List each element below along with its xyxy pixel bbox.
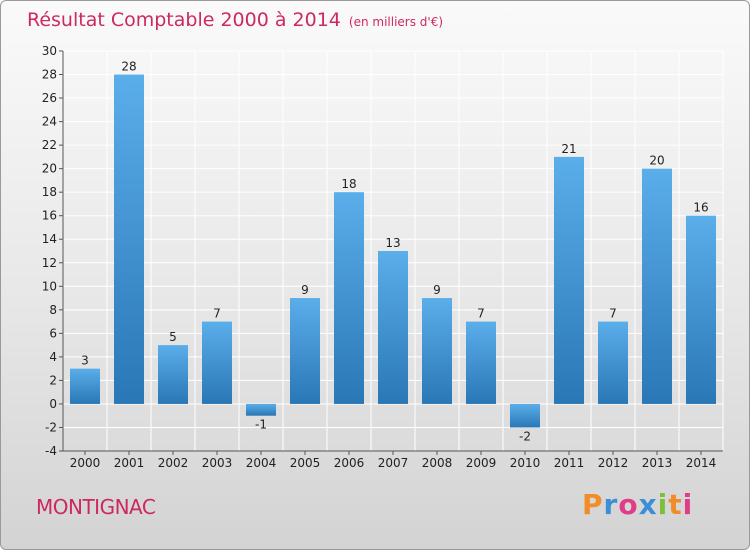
logo-letter: t	[668, 488, 683, 521]
y-tick-label: 28	[42, 68, 57, 82]
y-tick-label: 4	[49, 350, 57, 364]
chart-unit: (en milliers d'€)	[348, 15, 444, 29]
bar-2006	[334, 192, 364, 404]
commune-name: MONTIGNAC	[36, 495, 156, 519]
logo-letter: x	[638, 488, 658, 521]
y-tick-label: 2	[49, 373, 57, 387]
x-tick-label-2006: 2006	[334, 456, 365, 470]
x-tick-label-2003: 2003	[202, 456, 233, 470]
x-tick-label-2010: 2010	[510, 456, 541, 470]
bar-2000	[70, 368, 100, 404]
x-tick-label-2014: 2014	[686, 456, 717, 470]
value-label-2007: 13	[385, 236, 400, 250]
bar-2011	[554, 156, 584, 404]
y-tick-label: 26	[42, 91, 57, 105]
bars	[70, 74, 716, 428]
x-tick-label-2002: 2002	[158, 456, 189, 470]
bar-2003	[202, 321, 232, 404]
value-label-2008: 9	[433, 283, 441, 297]
x-tick-label-2000: 2000	[70, 456, 101, 470]
bar-2004	[246, 403, 276, 416]
value-label-2012: 7	[609, 307, 617, 321]
value-label-2011: 21	[561, 142, 576, 156]
bar-2010	[510, 403, 540, 428]
y-tick-label: 14	[42, 232, 57, 246]
x-tick-label-2008: 2008	[422, 456, 453, 470]
bar-2012	[598, 321, 628, 404]
y-tick-label: -4	[45, 444, 57, 458]
value-label-2003: 7	[213, 307, 221, 321]
value-label-2004: -1	[255, 418, 267, 432]
bar-2005	[290, 298, 320, 404]
labels: -4-2024681012141618202224262830320002820…	[42, 44, 717, 470]
x-tick-label-2013: 2013	[642, 456, 673, 470]
logo-letter: i	[682, 488, 694, 521]
value-label-2013: 20	[649, 154, 664, 168]
value-label-2005: 9	[301, 283, 309, 297]
bar-2014	[686, 215, 716, 404]
logo-letter: P	[582, 488, 604, 521]
bar-2007	[378, 251, 408, 404]
logo-letter: i	[657, 488, 669, 521]
y-tick-label: 0	[49, 397, 57, 411]
value-label-2010: -2	[519, 429, 531, 443]
value-label-2006: 18	[341, 177, 356, 191]
bar-2002	[158, 345, 188, 404]
proxiti-logo: Proxiti	[582, 488, 693, 521]
y-tick-label: 8	[49, 303, 57, 317]
bar-2013	[642, 168, 672, 404]
chart-title: Résultat Comptable 2000 à 2014 (en millie…	[27, 9, 443, 31]
value-label-2002: 5	[169, 330, 177, 344]
chart-title-text: Résultat Comptable 2000 à 2014	[27, 9, 341, 31]
value-label-2014: 16	[693, 201, 708, 215]
y-tick-label: 16	[42, 209, 57, 223]
value-label-2001: 28	[121, 60, 136, 74]
grid-lines	[62, 50, 724, 452]
x-tick-label-2001: 2001	[114, 456, 145, 470]
y-tick-label: 18	[42, 185, 57, 199]
y-tick-label: 30	[42, 44, 57, 58]
y-tick-label: 24	[42, 115, 57, 129]
axes	[59, 50, 723, 455]
bar-2001	[114, 74, 144, 404]
x-tick-label-2007: 2007	[378, 456, 409, 470]
y-tick-label: 22	[42, 138, 57, 152]
y-tick-label: 10	[42, 279, 57, 293]
x-tick-label-2009: 2009	[466, 456, 497, 470]
logo-letter: o	[618, 488, 639, 521]
bar-2009	[466, 321, 496, 404]
y-tick-label: 20	[42, 162, 57, 176]
value-label-2000: 3	[81, 354, 89, 368]
x-tick-label-2004: 2004	[246, 456, 277, 470]
logo-letter: r	[603, 488, 619, 521]
y-tick-label: -2	[45, 420, 57, 434]
y-tick-label: 12	[42, 256, 57, 270]
x-tick-label-2012: 2012	[598, 456, 629, 470]
x-tick-label-2011: 2011	[554, 456, 585, 470]
bar-2008	[422, 298, 452, 404]
x-tick-label-2005: 2005	[290, 456, 321, 470]
y-tick-label: 6	[49, 326, 57, 340]
value-label-2009: 7	[477, 307, 485, 321]
